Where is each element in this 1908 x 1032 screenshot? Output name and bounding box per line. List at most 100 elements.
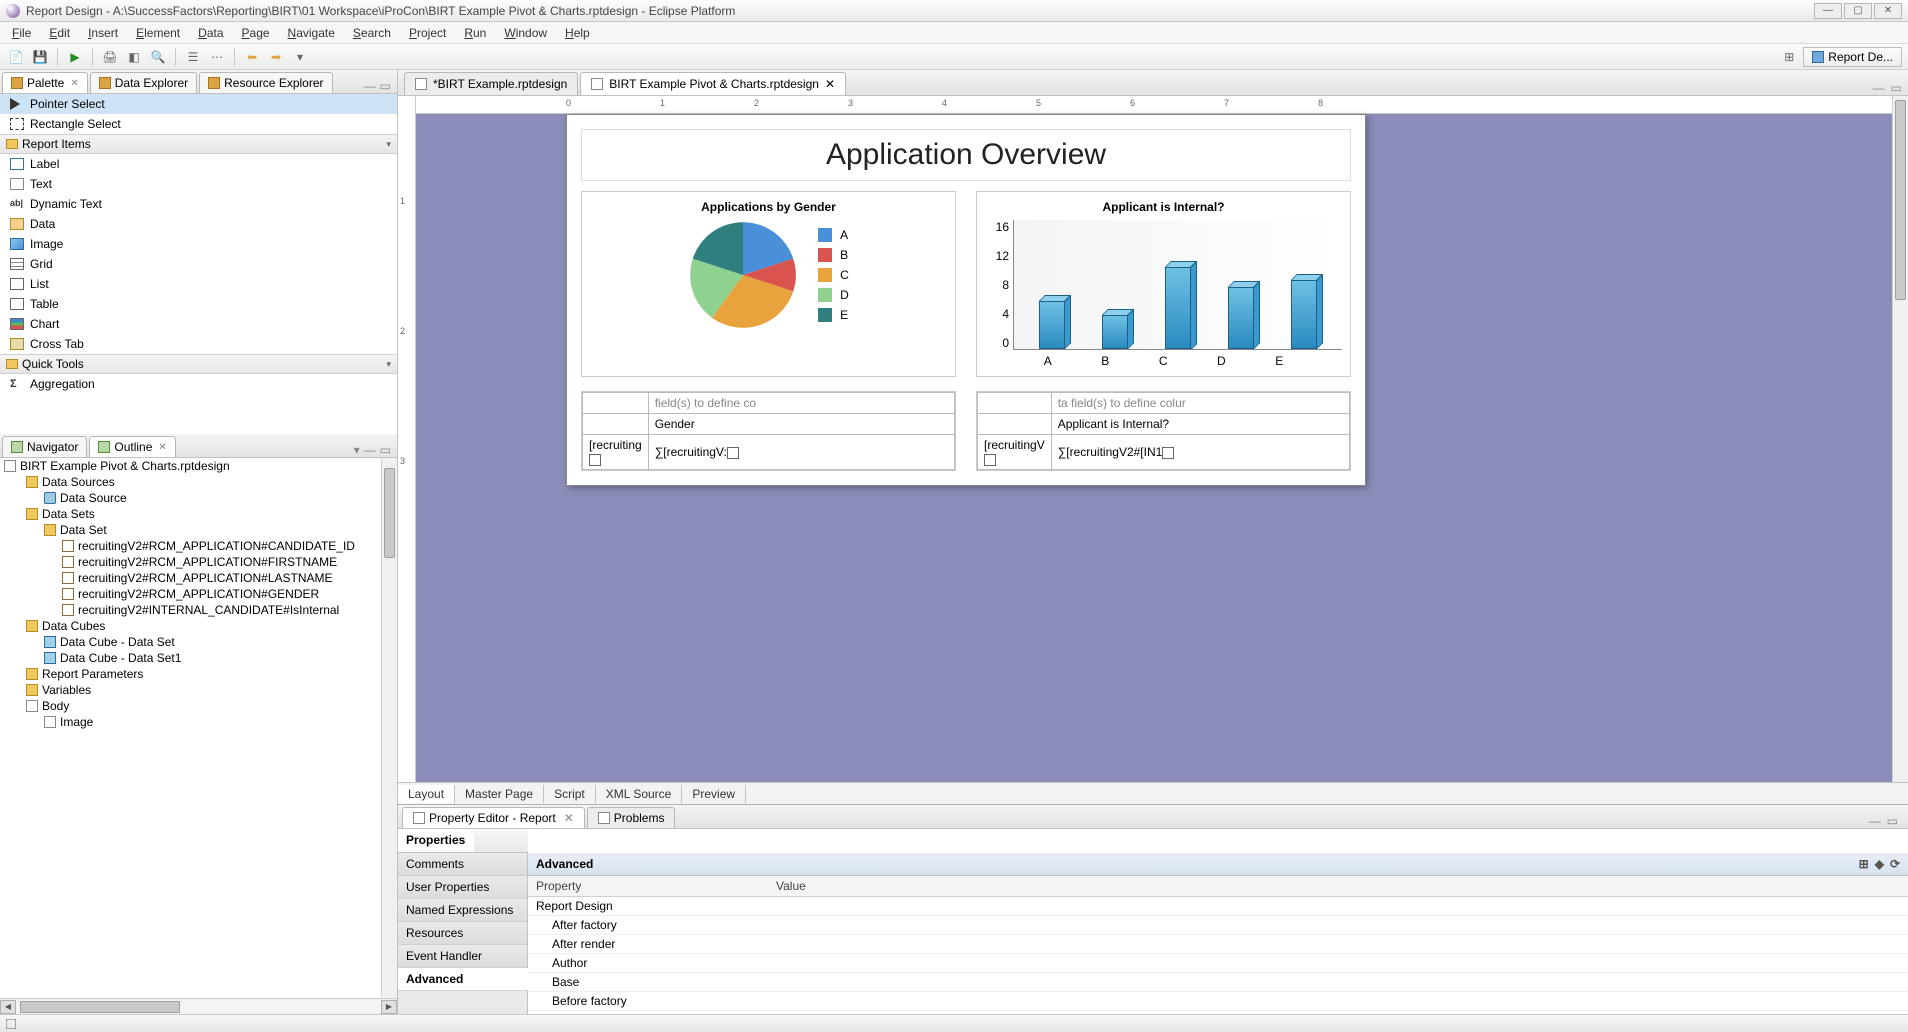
menu-run[interactable]: Run [456,24,494,42]
palette-item-list[interactable]: List [0,274,397,294]
tab-resource-explorer[interactable]: Resource Explorer [199,72,332,93]
minimize-icon[interactable]: — [364,79,376,93]
scroll-left-button[interactable]: ◀ [0,1000,16,1014]
outline-node[interactable]: Body [0,698,381,714]
toggle-button[interactable]: ◧ [124,47,144,67]
close-icon[interactable]: ✕ [825,77,835,91]
property-row[interactable]: Before factory [528,992,1908,1011]
palette-item-cross-tab[interactable]: Cross Tab [0,334,397,354]
perspective-button[interactable]: Report De... [1803,47,1902,67]
close-icon[interactable]: ✕ [564,811,574,825]
outline-root[interactable]: BIRT Example Pivot & Charts.rptdesign [0,458,381,474]
property-row[interactable]: After render [528,935,1908,954]
minimize-icon[interactable]: — [1873,81,1885,95]
outline-node[interactable]: Data Cube - Data Set [0,634,381,650]
outline-node[interactable]: Image [0,714,381,730]
editor-page-tab-layout[interactable]: Layout [398,785,455,803]
palette-item-text[interactable]: Text [0,174,397,194]
menu-insert[interactable]: Insert [80,24,126,42]
outline-node[interactable]: Data Source [0,490,381,506]
pivot-table-1[interactable]: field(s) to define co Gender [recruiting… [581,391,956,471]
outline-node[interactable]: Data Set [0,522,381,538]
outline-node[interactable]: recruitingV2#INTERNAL_CANDIDATE#IsIntern… [0,602,381,618]
maximize-icon[interactable]: ▭ [1887,814,1898,828]
outline-node[interactable]: recruitingV2#RCM_APPLICATION#LASTNAME [0,570,381,586]
menu-project[interactable]: Project [401,24,454,42]
editor-page-tab-preview[interactable]: Preview [682,785,746,803]
outline-node[interactable]: recruitingV2#RCM_APPLICATION#CANDIDATE_I… [0,538,381,554]
scroll-right-button[interactable]: ▶ [381,1000,397,1014]
minimize-icon[interactable]: — [1869,814,1881,828]
close-icon[interactable]: ✕ [70,78,78,89]
maximize-icon[interactable]: ▭ [380,79,391,93]
palette-item-table[interactable]: Table [0,294,397,314]
close-button[interactable]: ✕ [1874,3,1902,19]
pie-chart-box[interactable]: Applications by Gender ABCDE [581,191,956,377]
menu-window[interactable]: Window [496,24,555,42]
editor-page-tab-script[interactable]: Script [544,785,596,803]
outline-node[interactable]: Variables [0,682,381,698]
report-canvas[interactable]: 012345678 Application Overview Applicati… [416,96,1892,782]
new-button[interactable]: 📄 [6,47,26,67]
vertical-scrollbar[interactable] [381,458,397,998]
scroll-thumb[interactable] [1895,100,1906,300]
palette-item-image[interactable]: Image [0,234,397,254]
menu-navigate[interactable]: Navigate [280,24,343,42]
props-category[interactable]: User Properties [398,876,527,899]
menu-page[interactable]: Page [234,24,278,42]
menu-help[interactable]: Help [557,24,598,42]
nav-fwd-button[interactable]: ➡ [266,47,286,67]
palette-section-report-items[interactable]: Report Items ▾ [0,134,397,154]
outline-node[interactable]: recruitingV2#RCM_APPLICATION#GENDER [0,586,381,602]
bar-chart-box[interactable]: Applicant is Internal? 1612840 ABCDE [976,191,1351,377]
outline-node[interactable]: recruitingV2#RCM_APPLICATION#FIRSTNAME [0,554,381,570]
editor-page-tab-master-page[interactable]: Master Page [455,785,544,803]
props-category[interactable]: Resources [398,922,527,945]
props-category[interactable]: Named Expressions [398,899,527,922]
palette-pointer-select[interactable]: Pointer Select [0,94,397,114]
tab-outline[interactable]: Outline✕ [89,436,175,457]
pivot-table-2[interactable]: ta field(s) to define colur Applicant is… [976,391,1351,471]
props-category[interactable]: Event Handler [398,945,527,968]
minimize-button[interactable]: — [1814,3,1842,19]
palette-item-data[interactable]: Data [0,214,397,234]
outline-node[interactable]: Report Parameters [0,666,381,682]
editor-tab[interactable]: *BIRT Example.rptdesign [404,72,578,95]
close-icon[interactable]: ✕ [158,442,166,453]
palette-section-quick-tools[interactable]: Quick Tools ▾ [0,354,397,374]
property-row[interactable]: After factory [528,916,1908,935]
palette-item-label[interactable]: Label [0,154,397,174]
tab-navigator[interactable]: Navigator [2,436,87,457]
maximize-icon[interactable]: ▭ [380,443,391,457]
dropdown-button[interactable]: ▾ [290,47,310,67]
nav-back-button[interactable]: ⬅ [242,47,262,67]
property-row[interactable]: Report Design [528,897,1908,916]
menu-search[interactable]: Search [345,24,399,42]
editor-tab[interactable]: BIRT Example Pivot & Charts.rptdesign✕ [580,72,846,95]
scroll-thumb[interactable] [20,1001,180,1013]
menu-file[interactable]: File [4,24,39,42]
palette-item-grid[interactable]: Grid [0,254,397,274]
menu-element[interactable]: Element [128,24,188,42]
outline-h-scroll[interactable]: ◀ ▶ [0,998,397,1014]
run-button[interactable]: ▶ [65,47,85,67]
report-title[interactable]: Application Overview [581,129,1351,181]
save-button[interactable]: 💾 [30,47,50,67]
scroll-thumb[interactable] [384,468,395,558]
maximize-button[interactable]: ▢ [1844,3,1872,19]
editor-v-scroll[interactable] [1892,96,1908,782]
breadcrumb-button[interactable]: ⋯ [207,47,227,67]
palette-item-dynamic-text[interactable]: ab|Dynamic Text [0,194,397,214]
property-row[interactable]: Author [528,954,1908,973]
outline-node[interactable]: Data Sources [0,474,381,490]
props-grid[interactable]: Property Value Report DesignAfter factor… [528,876,1908,1014]
quick-access-button[interactable]: ⊞ [1779,47,1799,67]
props-tab[interactable]: Problems [587,807,676,828]
palette-aggregation[interactable]: Σ Aggregation [0,374,397,394]
search-button[interactable]: 🔍 [148,47,168,67]
palette-rectangle-select[interactable]: Rectangle Select [0,114,397,134]
props-category-advanced[interactable]: Advanced [398,968,528,991]
outline-button[interactable]: ☰ [183,47,203,67]
maximize-icon[interactable]: ▭ [1891,81,1902,95]
outline-node[interactable]: Data Sets [0,506,381,522]
